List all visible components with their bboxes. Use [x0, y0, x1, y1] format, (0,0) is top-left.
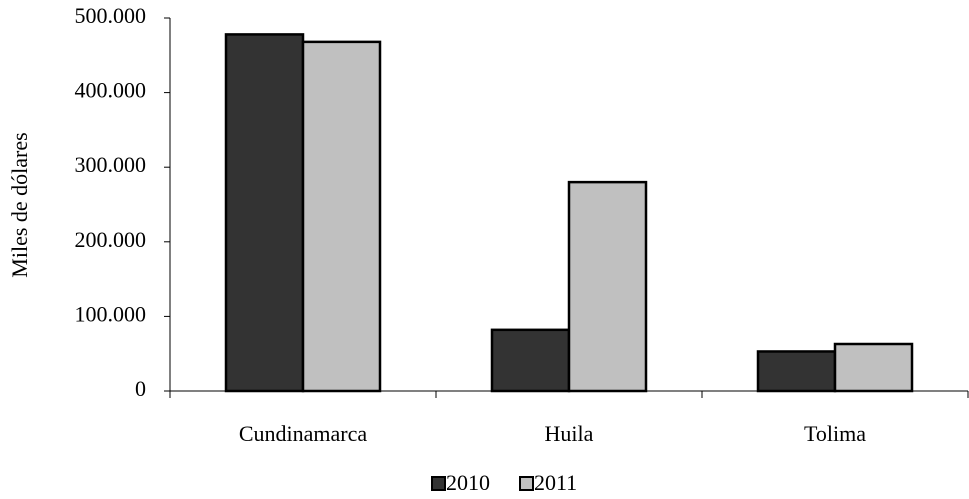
bar	[490, 328, 571, 393]
bar	[756, 350, 837, 393]
bar	[301, 40, 382, 393]
x-tick-label: Tolima	[804, 421, 866, 446]
bar	[567, 180, 648, 393]
y-tick-label: 200.000	[75, 227, 147, 252]
y-tick-label: 100.000	[75, 301, 147, 326]
legend-swatch	[519, 476, 534, 491]
legend-swatch	[431, 476, 446, 491]
y-tick-label: 0	[135, 376, 146, 401]
bar	[833, 342, 914, 393]
y-axis-label: Miles de dólares	[7, 132, 32, 277]
y-tick-label: 300.000	[75, 152, 147, 177]
y-tick-label: 400.000	[75, 78, 147, 103]
legend-label: 2011	[534, 470, 577, 495]
y-tick-label: 500.000	[75, 3, 147, 28]
bar	[224, 33, 305, 393]
x-tick-label: Huila	[545, 421, 594, 446]
x-tick-label: Cundinamarca	[239, 421, 368, 446]
legend-label: 2010	[446, 470, 490, 495]
